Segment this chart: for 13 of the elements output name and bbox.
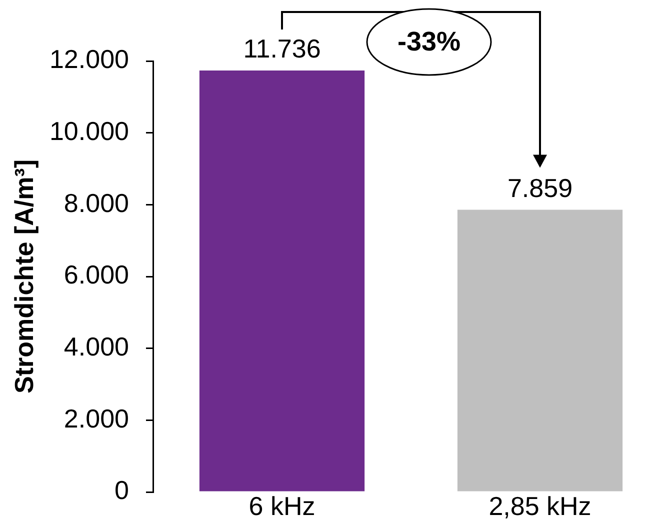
y-tick-label: 4.000 — [64, 332, 129, 362]
x-tick-label: 2,85 kHz — [488, 491, 592, 522]
y-tick-label: 2.000 — [64, 403, 129, 434]
y-tick-label: 12.000 — [49, 44, 129, 74]
data-label: 11.736 — [243, 34, 321, 64]
y-tick-label: 8.000 — [64, 188, 129, 218]
data-label: 7.859 — [507, 172, 573, 203]
y-axis-title: Stromdichte [A/m³] — [8, 160, 39, 394]
x-tick-label: 6 kHz — [248, 491, 316, 522]
text: -33% — [397, 26, 461, 56]
y-tick-label: 0 — [114, 475, 129, 506]
y-tick-label: 6.000 — [64, 260, 129, 290]
y-tick-label: 10.000 — [49, 116, 129, 146]
